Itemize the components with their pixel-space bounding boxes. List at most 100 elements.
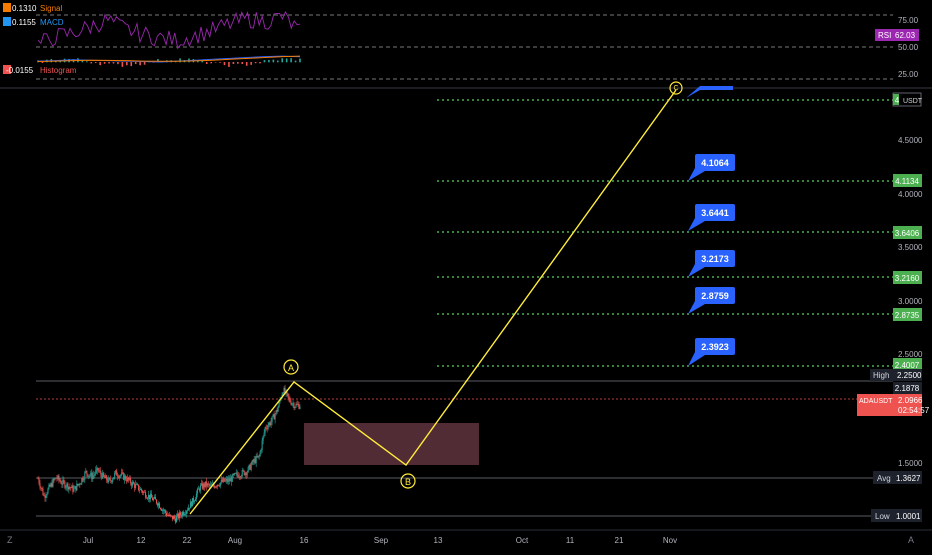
wave-label-c[interactable]: C [669, 81, 683, 95]
candle-body [273, 414, 275, 420]
histogram-bar [210, 62, 212, 64]
candle-body [247, 466, 249, 473]
axis-avg-label: Avg [877, 474, 891, 483]
candle-body [298, 404, 300, 409]
histogram-bar [103, 62, 106, 64]
wave-label-b[interactable]: B [400, 473, 416, 489]
candle-body [232, 474, 234, 476]
callout-5-text: 2.3923 [701, 342, 729, 352]
callout-top[interactable] [686, 86, 733, 98]
candle-body [272, 414, 274, 417]
callout-1[interactable]: 4.1064 [688, 154, 735, 181]
candle-body [207, 483, 209, 485]
candle-body [167, 514, 169, 516]
time-label-12: 12 [137, 536, 146, 545]
axis-level-5: 2.4007 [895, 361, 920, 370]
candle-body [49, 484, 51, 487]
histogram-bar [241, 62, 244, 65]
candle-body [104, 476, 106, 478]
wave-projection-line[interactable] [189, 89, 677, 515]
candle-body [173, 516, 175, 519]
candle-body [251, 460, 253, 465]
candle-body [177, 513, 179, 519]
candle-body [84, 472, 86, 480]
axis-low-value: 1.0001 [896, 512, 921, 521]
candle-body [56, 477, 58, 479]
candle-body [196, 488, 198, 494]
tradingview-logo-icon[interactable]: Z [7, 535, 13, 545]
candle-body [171, 515, 173, 520]
auto-scale-icon[interactable]: A [908, 535, 914, 545]
axis-low-label: Low [875, 512, 890, 521]
candle-body [61, 483, 63, 485]
time-label-aug: Aug [228, 536, 242, 545]
candle-body [268, 422, 270, 426]
candle-body [40, 487, 42, 489]
wave-label-a[interactable]: A [283, 359, 299, 375]
callout-5[interactable]: 2.3923 [688, 338, 735, 366]
candle-body [154, 496, 156, 499]
consolidation-zone[interactable] [304, 423, 479, 465]
candle-body [256, 456, 258, 458]
candle-body [201, 483, 203, 489]
callout-2[interactable]: 3.6441 [688, 204, 735, 231]
wave-label-b-text: B [405, 477, 411, 487]
candle-body [169, 514, 171, 516]
time-axis[interactable]: Jul 12 22 Aug 16 Sep 13 Oct 11 21 Nov Z … [0, 529, 932, 545]
candle-body [286, 391, 288, 394]
candle-body [253, 459, 255, 462]
candle-body [218, 485, 220, 487]
price-axis[interactable]: 4 USDT 4.5000 4.0000 3.5000 3.0000 2.500… [857, 92, 930, 522]
histogram-bar [94, 62, 97, 63]
callout-3-text: 3.2173 [701, 254, 729, 264]
candle-body [63, 479, 65, 482]
candle-body [150, 493, 152, 500]
macd-label: MACD [40, 18, 64, 27]
rsi-label: RSI [878, 31, 891, 40]
axis-level-3: 3.2160 [895, 274, 920, 283]
time-label-16: 16 [300, 536, 309, 545]
time-label-11: 11 [566, 536, 575, 545]
price-panel: A B C 4.1064 3.6441 3.2173 [36, 81, 893, 525]
candle-body [236, 472, 238, 475]
callout-4[interactable]: 2.8759 [688, 287, 735, 314]
candle-body [136, 484, 138, 485]
candle-body [146, 497, 148, 499]
candle-body [74, 486, 76, 489]
axis-high-label: High [873, 371, 889, 380]
candle-body [222, 478, 224, 482]
candle-body [118, 476, 120, 478]
candle-body [133, 482, 135, 484]
candle-body [257, 455, 259, 458]
candle-body [223, 478, 225, 482]
candle-body [297, 404, 299, 406]
candle-body [131, 483, 133, 486]
histogram-bar [126, 62, 128, 66]
rsi-tick-50: 50.00 [898, 43, 919, 52]
axis-level-2.1878: 2.1878 [895, 384, 920, 393]
svg-text:Z: Z [7, 535, 13, 545]
candle-body [179, 512, 181, 516]
callout-3[interactable]: 3.2173 [688, 250, 735, 277]
candle-body [66, 483, 68, 487]
time-label-13: 13 [434, 536, 443, 545]
candle-body [205, 481, 207, 487]
candle-body [189, 501, 191, 509]
candle-body [192, 497, 194, 503]
indicator-lines [37, 11, 301, 67]
candle-body [62, 479, 64, 485]
candle-body [260, 449, 262, 452]
rsi-badge [875, 29, 919, 41]
candle-body [141, 488, 143, 491]
histogram-bar [197, 60, 199, 63]
histogram-bar [290, 58, 292, 63]
candle-body [283, 387, 285, 393]
histogram-bar [99, 62, 101, 66]
candle-body [254, 459, 256, 464]
axis-tick-3.0: 3.0000 [898, 297, 923, 306]
candle-body [88, 475, 90, 477]
candle-body [126, 479, 128, 482]
candle-body [249, 464, 251, 470]
candle-body [202, 483, 204, 489]
